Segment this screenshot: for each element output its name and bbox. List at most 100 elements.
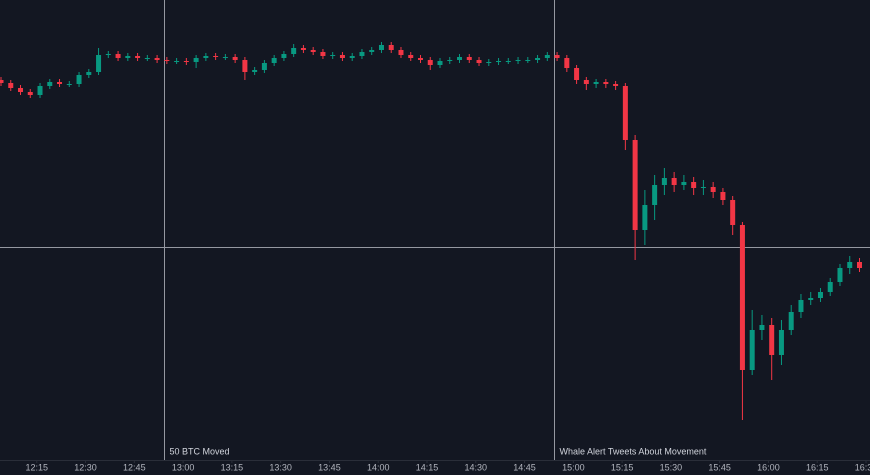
candle-body <box>681 182 687 185</box>
x-tick-label: 14:00 <box>367 462 390 472</box>
candle-body <box>671 178 677 185</box>
x-tick-label: 16:15 <box>806 462 829 472</box>
x-tick-label: 14:15 <box>416 462 439 472</box>
candle-body <box>749 330 755 370</box>
candle-body <box>544 55 550 58</box>
candle-body <box>359 52 365 56</box>
candle-body <box>642 205 648 230</box>
candle-body <box>261 63 267 70</box>
candle-body <box>691 182 697 188</box>
candle-body <box>447 60 453 61</box>
candle-body <box>164 60 170 61</box>
candle-body <box>788 312 794 330</box>
candle-body <box>154 58 160 60</box>
candle-body <box>135 56 141 58</box>
candle-body <box>222 57 228 58</box>
x-tick-label: 13:30 <box>269 462 292 472</box>
candle-body <box>632 140 638 230</box>
candle-body <box>8 83 14 88</box>
candle-body <box>0 80 4 83</box>
candle-body <box>408 55 414 58</box>
x-tick-label: 12:15 <box>26 462 49 472</box>
candle-body <box>174 61 180 62</box>
x-tick-label: 13:45 <box>318 462 341 472</box>
candle-body <box>96 55 102 72</box>
candle-body <box>603 82 609 84</box>
candle-body <box>710 187 716 192</box>
candle-body <box>125 56 131 58</box>
x-tick-label: 15:30 <box>660 462 683 472</box>
candle-body <box>398 50 404 55</box>
candle-body <box>476 60 482 63</box>
x-tick-label: 13:15 <box>221 462 244 472</box>
candle-body <box>466 57 472 60</box>
candle-body <box>330 55 336 56</box>
candle-body <box>837 268 843 282</box>
candle-body <box>252 70 258 72</box>
candle-body <box>554 55 560 58</box>
candle-body <box>622 86 628 140</box>
candle-body <box>388 45 394 50</box>
candle-body <box>759 325 765 330</box>
candle-body <box>18 88 24 92</box>
candle-body <box>86 72 92 75</box>
candle-body <box>213 56 219 57</box>
candle-body <box>378 45 384 50</box>
candle-body <box>349 56 355 58</box>
x-tick-label: 12:30 <box>74 462 97 472</box>
candle-body <box>700 187 706 188</box>
candle-body <box>291 48 297 54</box>
candle-body <box>144 58 150 59</box>
candle-body <box>505 61 511 62</box>
candle-body <box>856 262 862 268</box>
candle-body <box>798 300 804 312</box>
candle-body <box>613 84 619 86</box>
candle-body <box>739 225 745 370</box>
candle-body <box>57 82 63 84</box>
candle-body <box>817 292 823 298</box>
x-tick-label: 14:30 <box>465 462 488 472</box>
candle-body <box>193 58 199 62</box>
candle-body <box>496 61 502 62</box>
candle-body <box>847 262 853 268</box>
candle-body <box>564 58 570 68</box>
candle-body <box>310 50 316 52</box>
candle-body <box>369 50 375 52</box>
candle-body <box>827 282 833 292</box>
candle-body <box>769 325 775 355</box>
candle-body <box>583 80 589 84</box>
candle-body <box>808 298 814 300</box>
candle-body <box>242 60 248 72</box>
candle-body <box>535 58 541 60</box>
candle-body <box>76 75 82 84</box>
candle-body <box>105 54 111 55</box>
x-tick-label: 15:15 <box>611 462 634 472</box>
candle-body <box>232 57 238 60</box>
candle-body <box>281 54 287 58</box>
x-tick-label: 16:30 <box>855 462 870 472</box>
candle-body <box>720 192 726 200</box>
candle-body <box>66 84 72 85</box>
candle-body <box>339 55 345 58</box>
candle-body <box>525 60 531 61</box>
candle-body <box>271 58 277 63</box>
candle-body <box>486 62 492 63</box>
candle-body <box>320 52 326 56</box>
candle-body <box>115 54 121 58</box>
x-tick-label: 15:45 <box>708 462 731 472</box>
candle-body <box>417 58 423 60</box>
event-label: Whale Alert Tweets About Movement <box>560 446 707 456</box>
candle-body <box>593 82 599 84</box>
x-tick-label: 16:00 <box>757 462 780 472</box>
candle-body <box>203 56 209 58</box>
candle-body <box>457 57 463 60</box>
candle-body <box>661 178 667 185</box>
candle-body <box>778 330 784 355</box>
candle-body <box>515 60 521 61</box>
x-tick-label: 14:45 <box>513 462 536 472</box>
candle-body <box>574 68 580 80</box>
candle-body <box>652 185 658 205</box>
candle-body <box>427 60 433 65</box>
